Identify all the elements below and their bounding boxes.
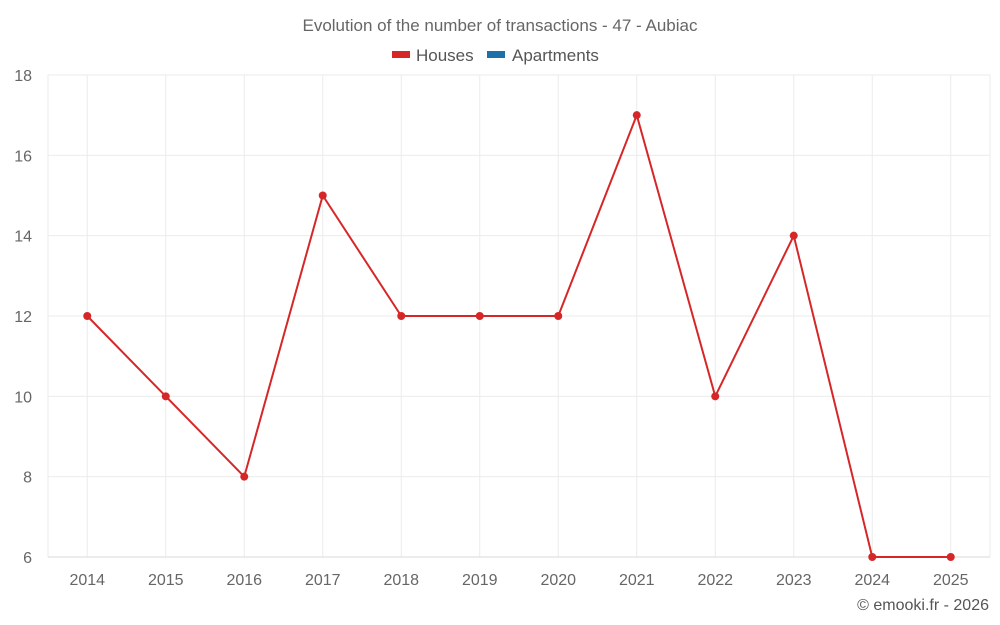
x-tick-label: 2015 — [148, 572, 184, 589]
data-point-houses-2017[interactable] — [318, 191, 327, 200]
series-houses — [83, 111, 955, 561]
data-point-houses-2020[interactable] — [554, 312, 563, 320]
x-tick-label: 2023 — [776, 572, 812, 589]
legend: Houses Apartments — [392, 46, 599, 65]
data-point-houses-2024[interactable] — [868, 553, 877, 561]
legend-swatch-apartments — [487, 51, 505, 58]
data-point-houses-2014[interactable] — [83, 312, 92, 320]
x-tick-label: 2014 — [69, 572, 105, 589]
y-tick-label: 6 — [23, 550, 32, 567]
chart-title: Evolution of the number of transactions … — [302, 16, 698, 35]
x-tick-label: 2018 — [383, 572, 419, 589]
data-point-houses-2018[interactable] — [397, 312, 406, 320]
data-point-houses-2022[interactable] — [711, 392, 720, 401]
x-tick-label: 2020 — [540, 572, 576, 589]
data-point-houses-2016[interactable] — [240, 472, 249, 481]
x-tick-label: 2016 — [226, 572, 262, 589]
data-point-houses-2019[interactable] — [475, 312, 484, 320]
y-tick-label: 10 — [14, 389, 32, 406]
y-tick-label: 12 — [14, 309, 32, 326]
x-tick-label: 2019 — [462, 572, 498, 589]
data-point-houses-2021[interactable] — [632, 111, 641, 120]
x-axis-ticks: 2014 2015 2016 2017 2018 2019 2020 2021 2022 2023… — [69, 572, 968, 589]
x-tick-label: 2025 — [933, 572, 969, 589]
data-point-houses-2015[interactable] — [161, 392, 170, 401]
y-tick-label: 16 — [14, 148, 32, 165]
y-tick-label: 18 — [14, 68, 32, 85]
y-tick-label: 8 — [23, 470, 32, 487]
legend-label-apartments[interactable]: Apartments — [512, 46, 599, 65]
data-point-houses-2025[interactable] — [946, 553, 955, 561]
x-tick-label: 2024 — [854, 572, 890, 589]
footer-credit: © emooki.fr - 2026 — [857, 597, 989, 614]
x-tick-label: 2017 — [305, 572, 341, 589]
legend-label-houses[interactable]: Houses — [416, 46, 474, 65]
x-tick-label: 2022 — [697, 572, 733, 589]
x-tick-label: 2021 — [619, 572, 655, 589]
legend-swatch-houses — [392, 51, 410, 58]
data-point-houses-2023[interactable] — [789, 231, 798, 240]
axes — [47, 75, 991, 558]
y-tick-label: 14 — [14, 229, 32, 246]
y-axis-ticks: 6 8 10 12 14 16 18 — [14, 68, 32, 567]
series-line-houses — [86, 114, 951, 558]
